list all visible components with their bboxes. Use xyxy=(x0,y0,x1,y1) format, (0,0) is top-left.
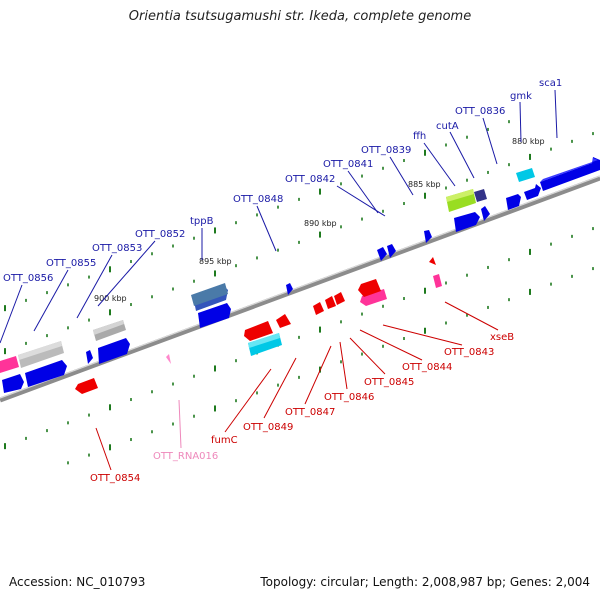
gene-label-ott-0848[interactable]: OTT_0848 xyxy=(233,194,283,205)
gene-label-tppB[interactable]: tppB xyxy=(190,216,214,227)
feature-ott-0842-b[interactable] xyxy=(387,244,396,258)
gene-label-gmk[interactable]: gmk xyxy=(510,91,532,102)
scale-label-900: 900 kbp xyxy=(94,294,127,303)
feature-tppB-lower[interactable] xyxy=(198,303,231,328)
feature-ott-0841[interactable] xyxy=(424,230,432,243)
gene-label-ott-rna016[interactable]: OTT_RNA016 xyxy=(153,451,218,462)
accession-label: Accession: NC_010793 xyxy=(9,575,146,589)
gene-label-ott-0844[interactable]: OTT_0844 xyxy=(402,362,452,373)
feature-cyan-forward[interactable] xyxy=(516,168,535,182)
gene-label-xseB[interactable]: xseB xyxy=(490,332,514,343)
feature-fumC[interactable] xyxy=(244,321,273,341)
feature-ott-0856[interactable] xyxy=(25,360,67,387)
feature-sca1-top xyxy=(540,158,598,182)
forward-label-leaders xyxy=(0,89,558,344)
feature-fumC-cyan-top xyxy=(248,333,280,348)
feature-ott-0849[interactable] xyxy=(276,314,291,328)
gene-label-ott-0854[interactable]: OTT_0854 xyxy=(90,473,140,484)
scale-label-880: 880 kbp xyxy=(512,137,545,146)
feature-cutA[interactable] xyxy=(481,206,490,221)
feature-sca1[interactable] xyxy=(540,157,600,191)
gene-label-ott-0836[interactable]: OTT_0836 xyxy=(455,106,505,117)
feature-ffh[interactable] xyxy=(454,212,480,232)
feature-ott-0846[interactable] xyxy=(325,296,336,309)
genome-backbone-highlight xyxy=(0,175,600,399)
gene-label-ott-0856[interactable]: OTT_0856 xyxy=(3,273,53,284)
gene-label-ott-0839[interactable]: OTT_0839 xyxy=(361,145,411,156)
feature-ott-0855-top xyxy=(18,341,62,360)
feature-ott-0848[interactable] xyxy=(286,283,293,295)
feature-ott-0845[interactable] xyxy=(334,292,345,305)
reverse-label-leaders xyxy=(95,301,499,471)
gene-label-ffh[interactable]: ffh xyxy=(413,131,426,142)
map-title: Orientia tsutsugamushi str. Ikeda, compl… xyxy=(128,9,472,24)
gene-label-sca1[interactable]: sca1 xyxy=(539,78,562,89)
scale-label-895: 895 kbp xyxy=(199,257,232,266)
gene-label-cutA[interactable]: cutA xyxy=(436,121,459,132)
tick-rows xyxy=(4,120,594,465)
genome-backbone xyxy=(0,175,600,403)
feature-ott-0839[interactable] xyxy=(474,189,487,202)
reverse-features xyxy=(75,257,442,394)
feature-ott-0854[interactable] xyxy=(75,378,98,394)
feature-ott-0843[interactable] xyxy=(360,289,387,306)
gene-label-ott-0846[interactable]: OTT_0846 xyxy=(324,392,374,403)
rna-label-leader xyxy=(178,399,182,449)
feature-tppB-top[interactable] xyxy=(191,283,228,306)
feature-ott-rna016[interactable] xyxy=(166,354,171,364)
feature-ott-0856-b[interactable] xyxy=(0,356,19,373)
gene-label-ott-0853[interactable]: OTT_0853 xyxy=(92,243,142,254)
feature-ott-0853-b[interactable] xyxy=(86,350,93,364)
scale-labels: 880 kbp 885 kbp 890 kbp 895 kbp 900 kbp xyxy=(94,137,545,303)
feature-ott-0847[interactable] xyxy=(313,302,324,315)
gene-label-ott-0847[interactable]: OTT_0847 xyxy=(285,407,335,418)
gene-label-ott-0852[interactable]: OTT_0852 xyxy=(135,229,185,240)
forward-features xyxy=(0,157,600,393)
gene-label-ott-0842[interactable]: OTT_0842 xyxy=(285,174,335,185)
scale-label-890: 890 kbp xyxy=(304,219,337,228)
feature-xseB[interactable] xyxy=(429,257,436,265)
feature-ott-0844[interactable] xyxy=(358,279,381,297)
feature-edge-blue[interactable] xyxy=(2,374,24,393)
gene-label-ott-0849[interactable]: OTT_0849 xyxy=(243,422,293,433)
gene-label-ott-0855[interactable]: OTT_0855 xyxy=(46,258,96,269)
gene-label-ott-0843[interactable]: OTT_0843 xyxy=(444,347,494,358)
feature-ott-0836[interactable] xyxy=(506,194,521,210)
gene-label-ott-0841[interactable]: OTT_0841 xyxy=(323,159,373,170)
feature-xseB-rna[interactable] xyxy=(433,274,442,288)
gene-label-ott-0845[interactable]: OTT_0845 xyxy=(364,377,414,388)
feature-ott-0853[interactable] xyxy=(98,338,130,364)
feature-ott-0842-a[interactable] xyxy=(377,247,387,261)
feature-ffh-slot-highlight xyxy=(446,189,474,202)
feature-ott-0852-top xyxy=(93,320,124,335)
feature-gmk[interactable] xyxy=(524,184,541,200)
genome-summary: Topology: circular; Length: 2,008,987 bp… xyxy=(260,575,590,589)
scale-label-885: 885 kbp xyxy=(408,180,441,189)
gene-label-fumC[interactable]: fumC xyxy=(211,435,238,446)
